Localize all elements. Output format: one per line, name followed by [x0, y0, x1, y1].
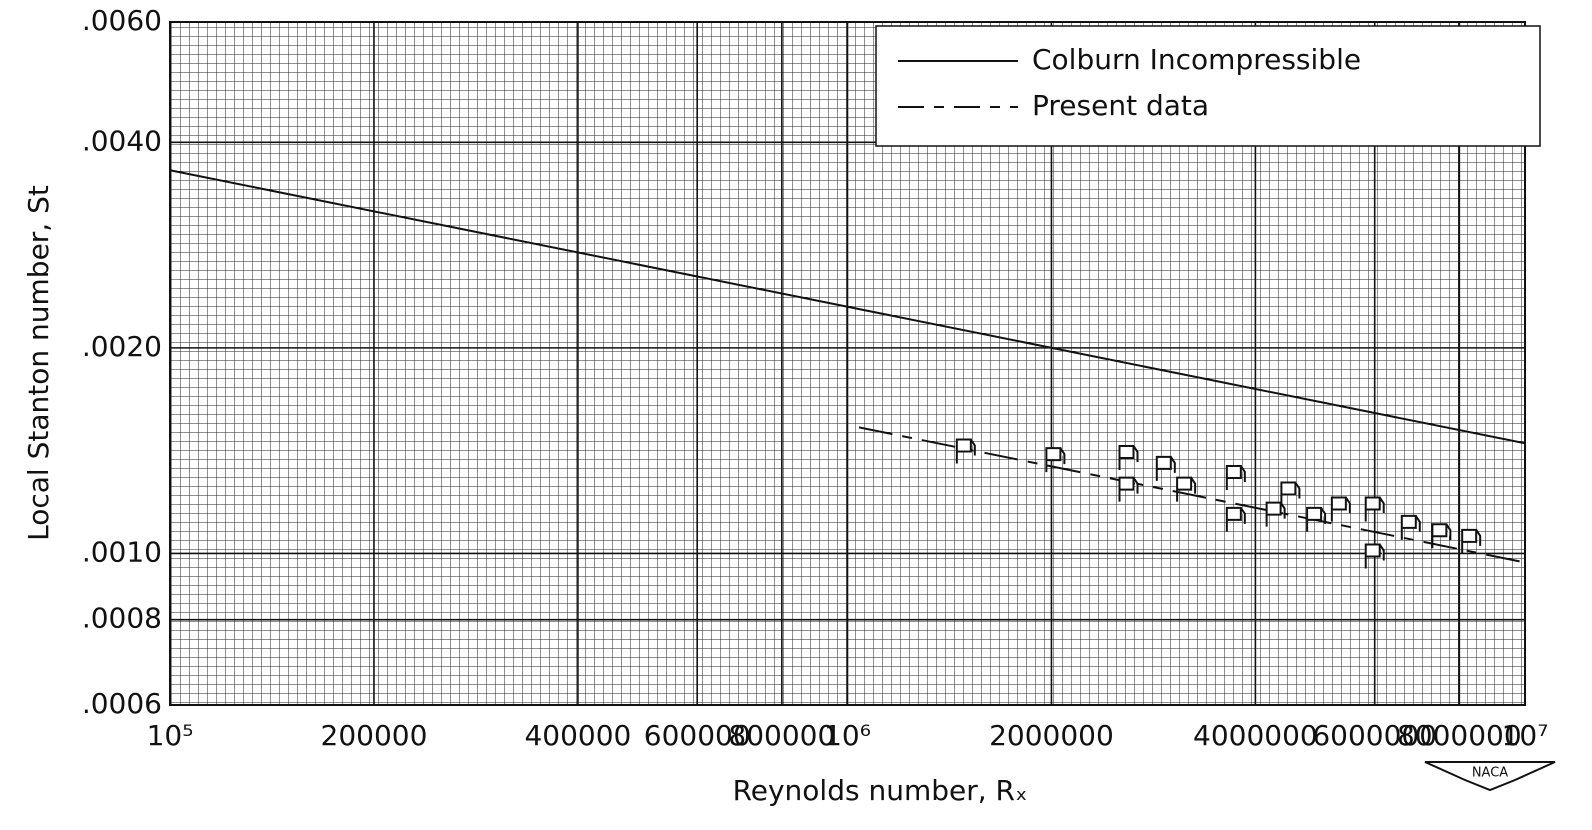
data-point	[1155, 455, 1176, 481]
x-tick-label: 200000	[321, 719, 428, 752]
data-point	[1280, 481, 1301, 507]
data-point	[955, 438, 976, 464]
legend-label: Present data	[1032, 89, 1209, 122]
x-tick-label: 10⁵	[147, 719, 194, 752]
data-point	[1176, 476, 1197, 502]
y-tick-label: .0060	[82, 4, 162, 37]
y-tick-label: .0020	[82, 330, 162, 363]
y-tick-label: .0040	[82, 124, 162, 157]
x-tick-label: 4000000	[1193, 719, 1318, 752]
data-point	[1306, 506, 1327, 532]
x-tick-label: 800000	[728, 719, 835, 752]
data-point	[1225, 506, 1246, 532]
x-tick-label: 2000000	[989, 719, 1114, 752]
y-axis-label: Local Stanton number, St	[22, 185, 55, 541]
data-point	[1118, 444, 1139, 470]
y-tick-label: .0006	[82, 687, 162, 720]
x-tick-label: 8000000	[1397, 719, 1522, 752]
x-tick-label: 10⁷	[1502, 719, 1549, 752]
data-point	[1431, 523, 1452, 549]
x-tick-label: 600000	[644, 719, 751, 752]
legend: Colburn Incompressible Present data	[875, 25, 1541, 147]
naca-logo: NACA	[1424, 761, 1556, 792]
logo-shape	[1424, 761, 1556, 792]
x-tick-label: 10⁶	[824, 719, 871, 752]
y-tick-label: .0008	[82, 602, 162, 635]
x-tick-label: 6000000	[1312, 719, 1437, 752]
data-point	[1225, 464, 1246, 490]
data-point	[1045, 447, 1066, 473]
x-tick-label: 400000	[524, 719, 631, 752]
data-point	[1400, 514, 1421, 540]
data-point	[1364, 543, 1385, 569]
data-point	[1461, 528, 1482, 554]
logo-text: NACA	[1472, 766, 1508, 781]
data-point	[1364, 496, 1385, 522]
x-axis-label: Reynolds number, Rₓ	[733, 774, 1028, 807]
data-point	[1330, 496, 1351, 522]
legend-box	[875, 25, 1541, 147]
y-tick-label: .0010	[82, 535, 162, 568]
series-line	[169, 169, 1526, 445]
legend-label: Colburn Incompressible	[1032, 43, 1361, 76]
data-point	[1118, 476, 1139, 502]
